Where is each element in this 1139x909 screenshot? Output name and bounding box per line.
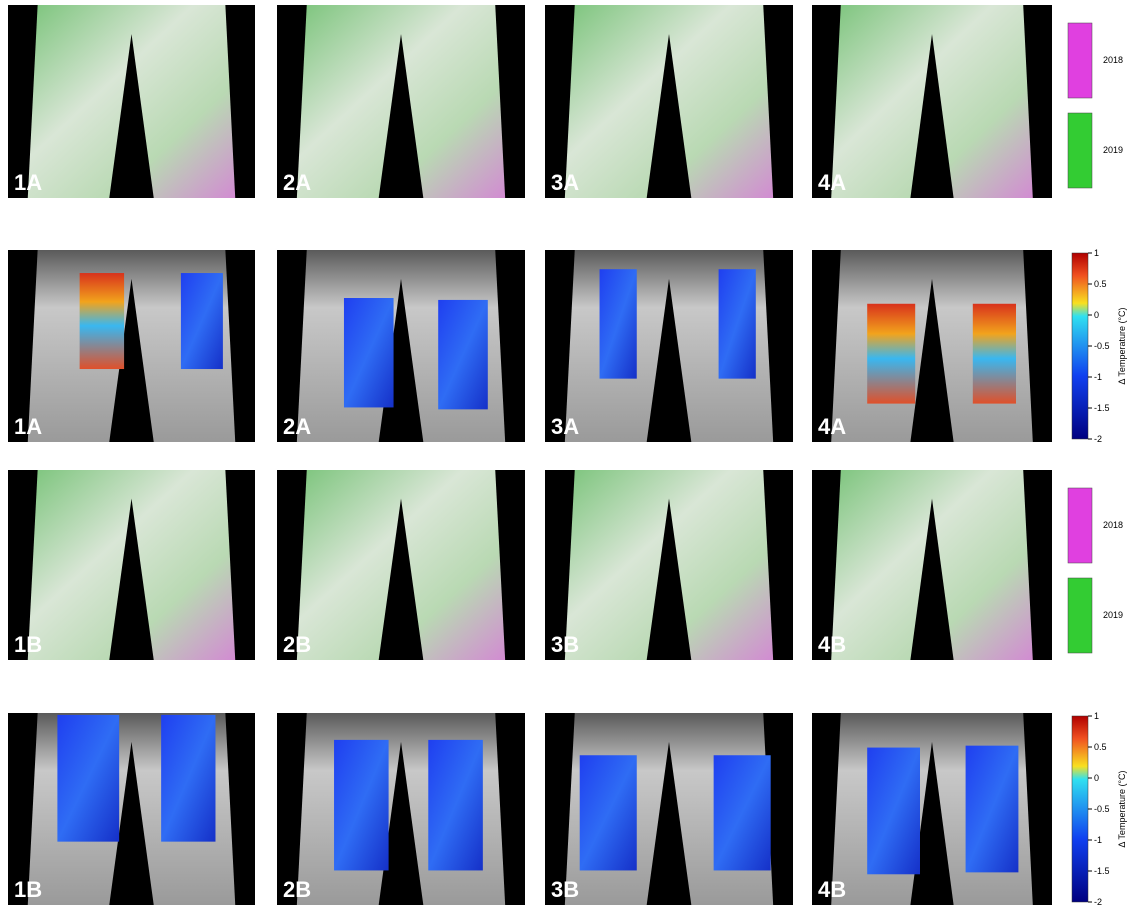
figure: 1A 2A 3A 4A 1A 2A 3A 4A 1B 2B 3B 4B 1B 2B 3B 4B 2018 2019… [0,0,1139,909]
colorbar-title: Δ Temperature (°C) [1117,770,1127,847]
panel: 3A [545,250,793,442]
colorbar-tick-label: -1 [1094,372,1102,382]
heat-region [580,755,637,870]
panel: 2A [277,250,525,442]
panel: 2B [277,713,525,905]
heat-region [438,300,488,409]
panel-label: 2B [283,877,311,902]
colorbar-tick-label: -2 [1094,434,1102,444]
panel: 1B [8,713,255,905]
heat-region [867,304,915,404]
colorbar-title: Δ Temperature (°C) [1117,307,1127,384]
colorbar [1072,716,1088,902]
colorbar-tick-label: 0.5 [1094,742,1107,752]
panel: 1A [8,5,255,198]
heat-region [334,740,389,871]
colorbar-tick-label: 0 [1094,310,1099,320]
panel: 2A [277,5,525,198]
panel-label: 2B [283,632,311,657]
panel-label: 1B [14,877,42,902]
panel-label: 4B [818,877,846,902]
panel: 1B [8,470,255,660]
heat-region [428,740,483,871]
panel-label: 4A [818,170,846,195]
legend-label: 2019 [1103,145,1123,155]
panel: 4A [812,5,1052,198]
colorbar-tick-label: -1.5 [1094,866,1110,876]
colorbar [1072,253,1088,439]
panel: 4B [812,470,1052,660]
colorbar-tick-label: -0.5 [1094,804,1110,814]
heat-region [181,273,223,369]
legend-swatch [1068,578,1092,653]
colorbar-tick-label: 1 [1094,248,1099,258]
legend-label: 2018 [1103,55,1123,65]
heat-region [80,273,124,369]
colorbar-tick-label: -0.5 [1094,341,1110,351]
heat-region [57,715,119,842]
colorbar-tick-label: 0.5 [1094,279,1107,289]
panel: 4A [812,250,1052,442]
colorbar-tick-label: -1.5 [1094,403,1110,413]
panel: 1A [8,250,255,442]
panel-label: 2A [283,414,311,439]
panel-label: 4A [818,414,846,439]
panel: 2B [277,470,525,660]
panel-label: 1A [14,414,42,439]
panel-label: 3A [551,170,579,195]
heat-region [966,746,1019,873]
colorbar-tick-label: -1 [1094,835,1102,845]
heat-region [867,748,920,875]
panel: 3B [545,713,793,905]
panel-label: 1B [14,632,42,657]
heat-region [973,304,1016,404]
panel-label: 2A [283,170,311,195]
panel-label: 1A [14,170,42,195]
legend-swatch [1068,113,1092,188]
colorbar-tick-label: 1 [1094,711,1099,721]
heat-region [719,269,756,378]
panel: 4B [812,713,1052,905]
legend-swatch [1068,23,1092,98]
colorbar-tick-label: -2 [1094,897,1102,907]
heat-region [714,755,771,870]
legend-swatch [1068,488,1092,563]
panel-label: 3B [551,877,579,902]
heat-region [600,269,637,378]
panel: 3B [545,470,793,660]
panel-label: 4B [818,632,846,657]
colorbar-tick-label: 0 [1094,773,1099,783]
heat-region [344,298,394,407]
panel-label: 3A [551,414,579,439]
panel-label: 3B [551,632,579,657]
panel: 3A [545,5,793,198]
heat-region [161,715,215,842]
legend-label: 2019 [1103,610,1123,620]
legend-label: 2018 [1103,520,1123,530]
